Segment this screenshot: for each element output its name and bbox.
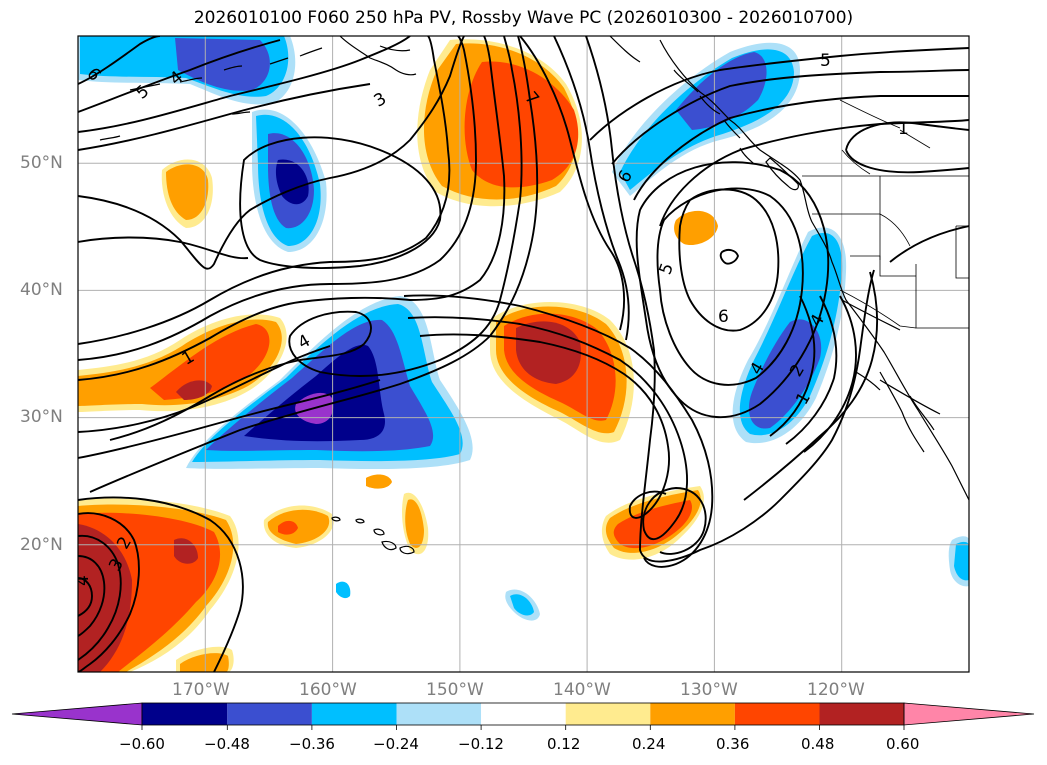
- colorbar-extend-high: [903, 702, 1035, 726]
- colorbar-tick-label: −0.60: [119, 735, 165, 753]
- colorbar-tick-label: 0.24: [632, 735, 666, 753]
- lat-label: 20°N: [20, 535, 63, 555]
- figure-title: 2026010100 F060 250 hPa PV, Rossby Wave …: [193, 8, 854, 28]
- colorbar-segment: [565, 703, 651, 725]
- colorbar-tick-label: −0.24: [373, 735, 419, 753]
- colorbar-segment: [227, 703, 312, 725]
- lat-label: 50°N: [20, 153, 63, 173]
- state-borders: [802, 99, 969, 329]
- colorbar-segment: [142, 703, 228, 725]
- contour-label: 3: [371, 89, 390, 112]
- lon-label: 160°W: [299, 680, 357, 700]
- colorbar-extend-low: [11, 702, 143, 726]
- colorbar-frame: [141, 702, 905, 726]
- lon-label: 120°W: [807, 680, 865, 700]
- colorbar-tick-label: −0.36: [289, 735, 335, 753]
- lon-label: 150°W: [426, 680, 484, 700]
- gridlines: [78, 36, 969, 672]
- lon-label: 170°W: [172, 680, 230, 700]
- colorbar-segment: [396, 703, 482, 725]
- coastlines: [99, 36, 969, 555]
- colorbar-segment: [650, 703, 735, 725]
- lat-label: 30°N: [20, 407, 63, 427]
- colorbar-segment: [481, 703, 566, 725]
- colorbar-tick-label: 0.12: [547, 735, 581, 753]
- contour-label: 4: [73, 575, 93, 586]
- lon-label: 140°W: [553, 680, 611, 700]
- pv-shading: [78, 36, 969, 672]
- colorbar-segment: [734, 703, 820, 725]
- colorbar-tick-label: 0.48: [801, 735, 835, 753]
- map-area: 6 4 5 3 7 5 1 6 5 6 4 4 2 1 4 1 2 3 4: [73, 36, 969, 672]
- colorbar-tick-label: −0.12: [458, 735, 504, 753]
- contour-label: 6: [718, 307, 729, 327]
- colorbar-tick-label: 0.36: [716, 735, 750, 753]
- contour-label: 5: [820, 51, 831, 71]
- lon-label: 130°W: [680, 680, 738, 700]
- colorbar: [11, 702, 1035, 730]
- pv-contours: [78, 36, 969, 672]
- colorbar-segment: [819, 703, 904, 725]
- colorbar-tick-label: −0.48: [204, 735, 250, 753]
- colorbar-tick-label: 0.60: [886, 735, 920, 753]
- colorbar-ticks: [141, 725, 905, 730]
- colorbar-segment: [311, 703, 397, 725]
- contour-label: 1: [898, 119, 909, 139]
- map-frame: [77, 35, 970, 673]
- lat-label: 40°N: [20, 280, 63, 300]
